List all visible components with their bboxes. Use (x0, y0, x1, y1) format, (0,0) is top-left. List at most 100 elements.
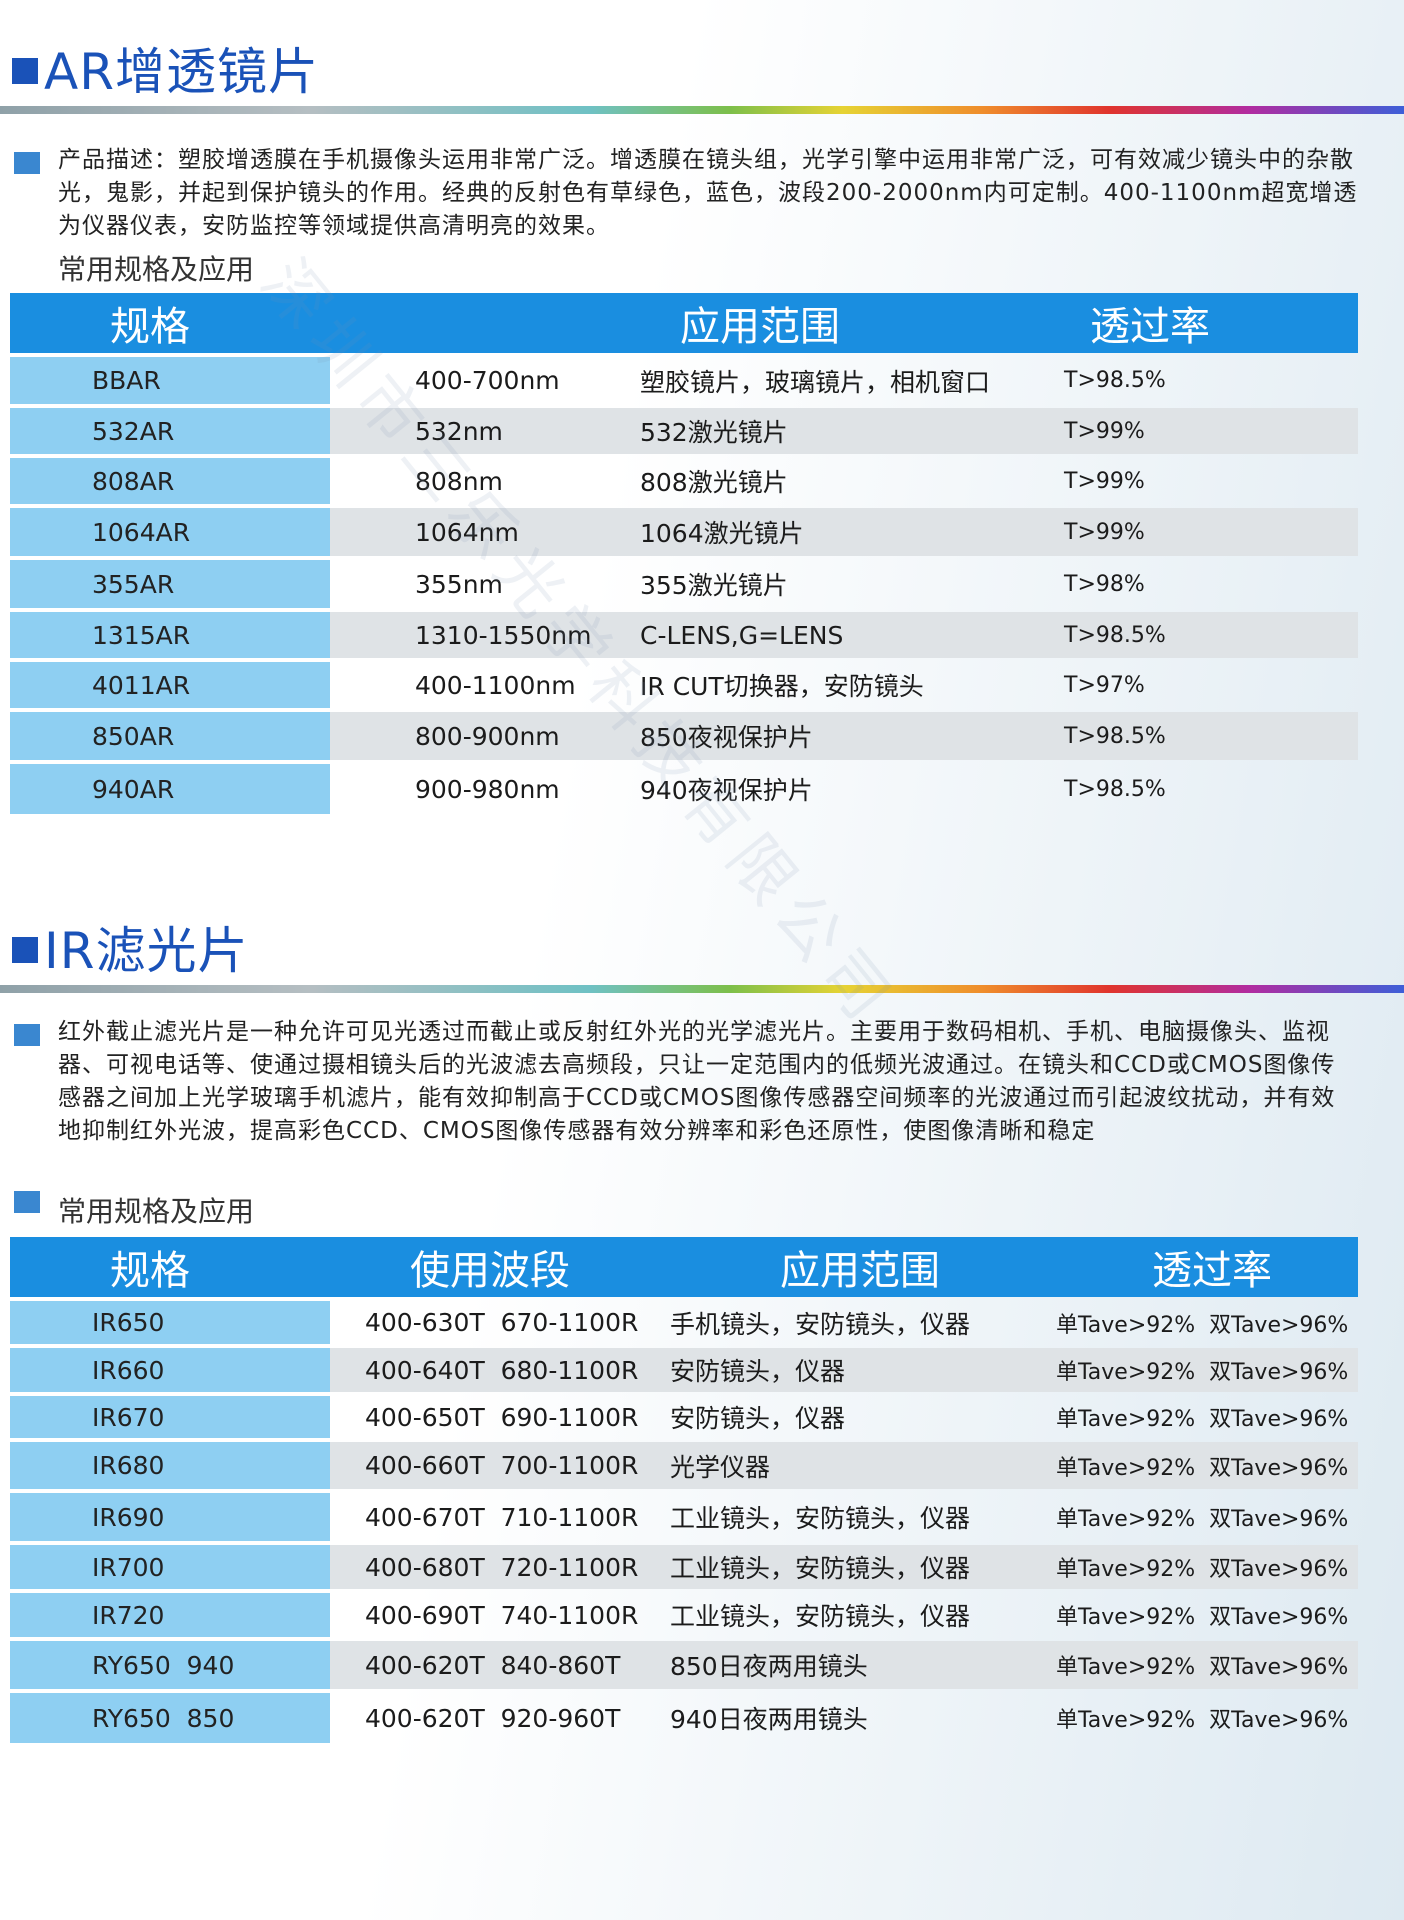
transmittance-cell: T>98.5% (1064, 368, 1166, 393)
transmittance-cell: 单Tave>92% 双Tave>96% (1056, 1407, 1349, 1432)
spec-cell: 355AR (10, 560, 330, 608)
ir-spec-table: 规格 使用波段 应用范围 透过率 IR650 400-630T 670-1100R… (10, 1233, 1358, 1747)
header-transmittance: 透过率 (1042, 1237, 1358, 1297)
transmittance-cell: 单Tave>92% 双Tave>96% (1042, 1348, 1358, 1392)
header-spec: 规格 (10, 293, 330, 353)
spec-cell: 808AR (10, 458, 330, 504)
application-cell: 940夜视保护片 (640, 776, 813, 805)
transmittance-cell: T>98.5% (1050, 712, 1358, 760)
band-cell: 900-980nm (415, 774, 560, 804)
spec-cell: 850AR (10, 712, 330, 760)
table-row: IR690 400-670T 710-1100R 工业镜头，安防镜头，仪器 单Tave… (10, 1493, 1358, 1541)
band-cell: 400-700nm (415, 366, 560, 395)
table-row: 4011AR 400-1100nm IR CUT切换器，安防镜头 T>97% (10, 662, 1358, 708)
spec-cell: IR670 (10, 1396, 330, 1438)
ar-spec-table: 规格 应用范围 透过率 BBAR 400-700nm 塑胶镜片，玻璃镜片，相机窗口 T… (10, 289, 1358, 818)
spec-cell: BBAR (10, 357, 330, 404)
band-cell: 1064nm (330, 508, 620, 556)
ar-subheading: 常用规格及应用 (58, 253, 255, 286)
application-cell: 安防镜头，仪器 (660, 1348, 1042, 1392)
header-spec: 规格 (10, 1237, 330, 1297)
table-row: IR700 400-680T 720-1100R 工业镜头，安防镜头，仪器 单Tave… (10, 1545, 1358, 1589)
band-cell: 400-1100nm (415, 670, 576, 700)
table-row: 940AR 900-980nm 940夜视保护片 T>98.5% (10, 764, 1358, 814)
section-title-ar: AR增透镜片 (12, 36, 319, 101)
application-cell: 塑胶镜片，玻璃镜片，相机窗口 (640, 367, 991, 397)
application-cell: C-LENS,G=LENS (620, 612, 1050, 658)
spec-cell: RY650 940 (10, 1641, 330, 1689)
ir-description: 红外截止滤光片是一种允许可见光透过而截止或反射红外光的光学滤光片。主要用于数码相… (58, 1019, 1336, 1144)
band-cell: 400-620T 840-860T (330, 1641, 660, 1689)
bullet-square-icon (14, 152, 40, 174)
table-row: IR670 400-650T 690-1100R 安防镜头，仪器 单Tave>92% … (10, 1396, 1358, 1438)
table-row: 850AR 800-900nm 850夜视保护片 T>98.5% (10, 712, 1358, 760)
band-cell: 400-650T 690-1100R (365, 1402, 639, 1432)
application-cell: IR CUT切换器，安防镜头 (640, 672, 924, 701)
band-cell: 808nm (415, 466, 503, 496)
application-cell: 工业镜头，安防镜头，仪器 (670, 1602, 971, 1631)
band-cell: 400-680T 720-1100R (330, 1545, 660, 1589)
section-title-ar-text: AR增透镜片 (44, 43, 319, 101)
transmittance-cell: 单Tave>92% 双Tave>96% (1056, 1312, 1349, 1338)
application-cell: 工业镜头，安防镜头，仪器 (660, 1545, 1042, 1589)
section-title-ir-text: IR滤光片 (44, 922, 249, 980)
header-transmittance: 透过率 (1050, 293, 1358, 353)
spec-cell: IR680 (10, 1442, 330, 1489)
band-cell: 800-900nm (330, 712, 620, 760)
table-header: 规格 应用范围 透过率 (10, 293, 1358, 353)
table-row: 808AR 808nm 808激光镜片 T>99% (10, 458, 1358, 504)
application-cell: 850日夜两用镜头 (660, 1641, 1042, 1689)
header-application: 应用范围 (660, 1237, 1042, 1297)
spec-cell: 1315AR (10, 612, 330, 658)
table-row: IR680 400-660T 700-1100R 光学仪器 单Tave>92% 双Ta… (10, 1442, 1358, 1489)
application-cell: 940日夜两用镜头 (670, 1705, 868, 1734)
application-cell: 850夜视保护片 (620, 712, 1050, 760)
header-application: 应用范围 (620, 293, 1050, 353)
spec-cell: IR720 (10, 1593, 330, 1637)
rainbow-divider (0, 106, 1404, 114)
table-row: 532AR 532nm 532激光镜片 T>99% (10, 408, 1358, 454)
band-cell: 400-630T 670-1100R (365, 1308, 639, 1337)
band-cell: 532nm (330, 408, 620, 454)
spec-cell: IR700 (10, 1545, 330, 1589)
table-row: BBAR 400-700nm 塑胶镜片，玻璃镜片，相机窗口 T>98.5% (10, 357, 1358, 404)
table-row: IR660 400-640T 680-1100R 安防镜头，仪器 单Tave>92% … (10, 1348, 1358, 1392)
transmittance-cell: 单Tave>92% 双Tave>96% (1042, 1545, 1358, 1589)
header-band: 使用波段 (330, 1237, 660, 1297)
section-title-ir: IR滤光片 (12, 915, 249, 980)
application-cell: 光学仪器 (660, 1442, 1042, 1489)
transmittance-cell: 单Tave>92% 双Tave>96% (1056, 1507, 1349, 1532)
spec-cell: 1064AR (10, 508, 330, 556)
band-cell: 400-660T 700-1100R (330, 1442, 660, 1489)
transmittance-cell: 单Tave>92% 双Tave>96% (1042, 1442, 1358, 1489)
application-cell: 工业镜头，安防镜头，仪器 (670, 1504, 971, 1533)
spec-cell: IR690 (10, 1493, 330, 1541)
application-cell: 532激光镜片 (620, 408, 1050, 454)
band-cell: 400-640T 680-1100R (330, 1348, 660, 1392)
ir-table-body: IR650 400-630T 670-1100R 手机镜头，安防镜头，仪器 单Tave… (10, 1301, 1358, 1743)
transmittance-cell: 单Tave>92% 双Tave>96% (1056, 1605, 1349, 1630)
table-row: 355AR 355nm 355激光镜片 T>98% (10, 560, 1358, 608)
transmittance-cell: T>97% (1064, 672, 1145, 698)
application-cell: 355激光镜片 (640, 571, 788, 600)
spec-cell: 940AR (10, 764, 330, 814)
table-header: 规格 使用波段 应用范围 透过率 (10, 1237, 1358, 1297)
application-cell: 安防镜头，仪器 (670, 1404, 846, 1433)
transmittance-cell: T>98% (1064, 571, 1145, 597)
ar-table-body: BBAR 400-700nm 塑胶镜片，玻璃镜片，相机窗口 T>98.5% 532AR 5… (10, 357, 1358, 814)
transmittance-cell: 单Tave>92% 双Tave>96% (1056, 1708, 1349, 1733)
transmittance-cell: T>98.5% (1064, 776, 1166, 802)
band-cell: 400-690T 740-1100R (365, 1600, 639, 1630)
bullet-square-icon (14, 1191, 40, 1213)
rainbow-divider (0, 985, 1404, 993)
spec-cell: IR660 (10, 1348, 330, 1392)
spec-cell: 532AR (10, 408, 330, 454)
band-cell: 400-670T 710-1100R (365, 1502, 639, 1532)
spec-cell: RY650 850 (10, 1693, 330, 1743)
title-square-icon (12, 937, 38, 963)
ir-subheading: 常用规格及应用 (58, 1195, 255, 1228)
application-cell: 808激光镜片 (640, 468, 788, 497)
band-cell: 355nm (415, 569, 503, 599)
spec-cell: 4011AR (10, 662, 330, 708)
bullet-square-icon (14, 1024, 40, 1046)
